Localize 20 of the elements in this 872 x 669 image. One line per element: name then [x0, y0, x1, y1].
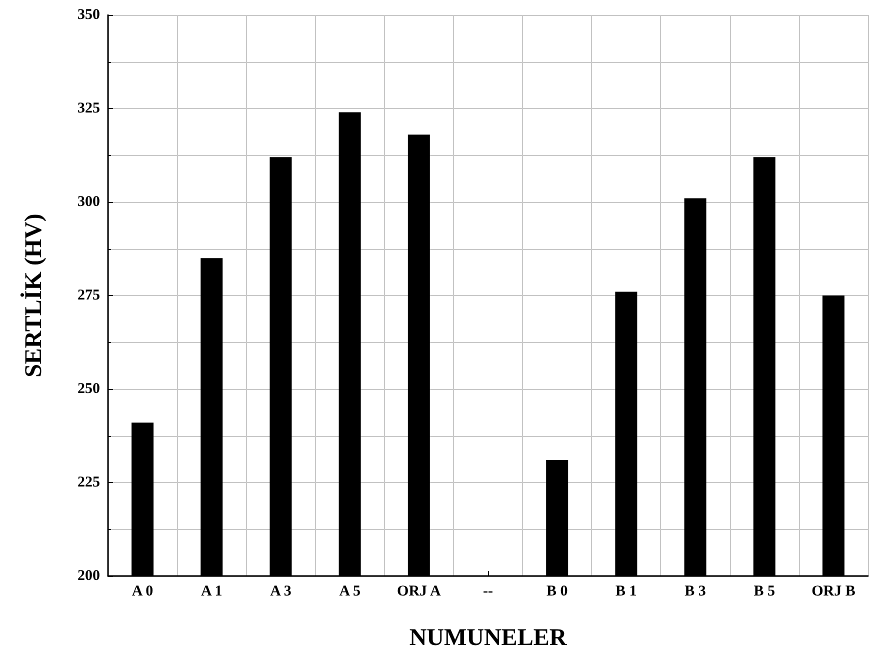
x-tick-label: A 0 [132, 584, 154, 600]
x-tick-label: A 3 [270, 584, 292, 600]
x-tick-label: B 0 [546, 584, 568, 600]
x-axis-title: NUMUNELER [409, 625, 568, 651]
y-tick-label: 275 [78, 288, 100, 304]
y-tick-label: 200 [78, 568, 100, 584]
x-tick-label: B 3 [684, 584, 706, 600]
x-tick-label: -- [483, 584, 493, 600]
y-axis-title: SERTLİK (HV) [20, 214, 47, 378]
x-tick-label: A 5 [339, 584, 360, 600]
x-tick-label: ORJ B [812, 584, 856, 600]
x-tick-label: ORJ A [397, 584, 441, 600]
y-tick-label: 225 [78, 474, 100, 490]
x-tick-label: A 1 [201, 584, 222, 600]
y-tick-label: 350 [78, 7, 100, 23]
y-tick-label: 325 [78, 100, 100, 116]
x-tick-label: B 1 [616, 584, 637, 600]
x-tick-label: B 5 [754, 584, 775, 600]
y-tick-label: 300 [78, 194, 100, 210]
y-tick-label: 250 [78, 381, 100, 397]
